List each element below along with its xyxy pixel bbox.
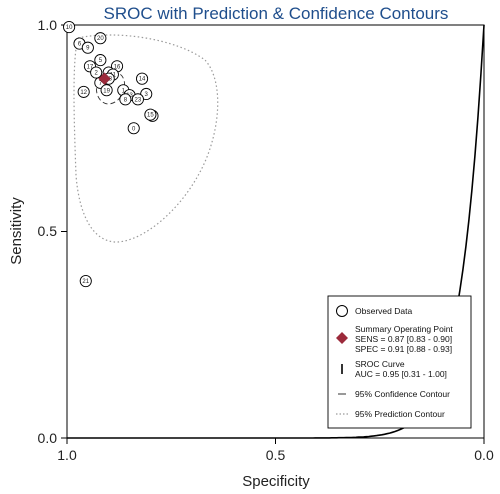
observed-point-label: 15 [147,113,154,119]
legend-diamond-icon [336,332,348,344]
legend-confidence-label: 95% Confidence Contour [355,389,450,399]
prediction-contour [73,34,219,243]
observed-point-label: 7 [99,81,103,87]
summary-operating-point [98,72,111,86]
chart-title: SROC with Prediction & Confidence Contou… [104,4,449,23]
sroc-curve [67,24,485,439]
y-tick-label: 1.0 [38,17,58,33]
legend-auc-label: AUC = 0.95 [0.31 - 1.00] [355,369,447,379]
observed-point-label: 10 [66,25,73,31]
observed-point-label: 9 [86,46,90,52]
legend-spec-label: SPEC = 0.91 [0.88 - 0.93] [355,344,452,354]
observed-point-label: 8 [124,97,128,103]
observed-point-marker [144,108,157,121]
observed-point-label: 1 [122,88,126,94]
observed-point: 5 [94,54,107,67]
observed-point-marker [131,93,144,106]
observed-point-marker [127,122,140,135]
observed-point-marker [63,21,76,34]
observed-point: 21 [79,275,92,288]
x-tick-label: 0.5 [266,447,286,463]
observed-point-label: 0 [132,126,136,132]
observed-point: 15 [144,108,157,121]
observed-point-marker [79,275,92,288]
observed-point-label: 23 [135,97,142,103]
observed-point-label: 3 [145,92,149,98]
observed-point: 2 [90,66,103,79]
y-tick-label: 0.0 [38,430,58,446]
y-axis-label: Sensitivity [8,197,25,265]
observed-point: 10 [63,21,76,34]
legend-prediction-label: 95% Prediction Contour [355,409,445,419]
observed-point-label: 19 [103,88,110,94]
legend-curve-label: SROC Curve [355,359,405,369]
legend-box [327,295,472,429]
y-tick-label: 0.5 [38,223,58,239]
observed-point-marker [81,41,94,54]
legend-sens-label: SENS = 0.87 [0.83 - 0.90] [355,334,452,344]
observed-point: 14 [136,72,149,85]
observed-point-label: 20 [97,36,104,42]
observed-point-marker [90,66,103,79]
observed-point-marker [136,72,149,85]
observed-point-marker [100,84,113,97]
observed-point-label: 17 [87,64,94,70]
observed-point-label: 12 [80,90,87,96]
observed-point-label: 2 [95,70,99,76]
observed-point: 20 [94,32,107,45]
observed-point: 0 [127,122,140,135]
observed-point: 8 [119,93,132,106]
observed-point: 9 [81,41,94,54]
observed-point-label: 6 [78,42,82,48]
x-tick-label: 1.0 [57,447,77,463]
observed-point-label: 5 [99,58,103,64]
legend: Observed Data Summary Operating Point SE… [327,295,472,429]
observed-point: 23 [131,93,144,106]
observed-point-marker [77,85,90,98]
y-ticks: 0.0 0.5 1.0 [38,17,67,446]
observed-point-marker [94,54,107,67]
observed-point: 12 [77,85,90,98]
observed-point-label: 16 [114,64,121,70]
x-axis-label: Specificity [242,473,310,490]
x-ticks: 1.0 0.5 0.0 [57,438,494,463]
legend-circle-icon [336,305,348,317]
x-tick-label: 0.0 [474,447,494,463]
observed-point-marker [94,32,107,45]
observed-point-label: 21 [82,279,89,285]
observed-point: 19 [100,84,113,97]
legend-summary-label: Summary Operating Point [355,324,453,334]
observed-point-label: 14 [139,77,146,83]
observed-point-marker [119,93,132,106]
legend-observed-label: Observed Data [355,306,412,316]
